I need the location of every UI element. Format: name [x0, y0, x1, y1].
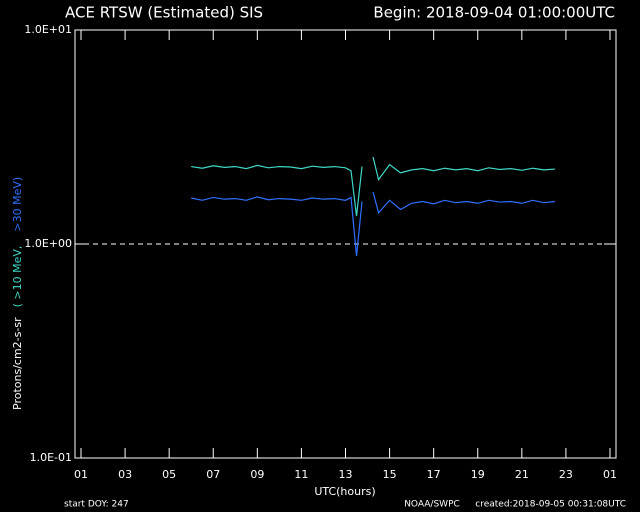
y-axis-label: Protons/cm2-s-sr ( >10 MeV, >30 MeV) [11, 177, 24, 410]
chart-subtitle: Begin: 2018-09-04 01:00:00UTC [373, 4, 615, 22]
footer-right: created:2018-09-05 00:31:08UTC [475, 500, 626, 510]
y-tick-label: 1.0E-01 [30, 451, 72, 464]
y-tick-label: 1.0E+00 [24, 237, 72, 250]
x-tick-label: 21 [515, 468, 529, 481]
legend-entry: ( >10 MeV, [11, 246, 24, 308]
y-label-text: Protons/cm2-s-sr [11, 317, 24, 410]
x-tick-label: 19 [471, 468, 485, 481]
legend-entry: >30 MeV) [11, 177, 24, 232]
x-tick-label: 01 [603, 468, 617, 481]
x-tick-label: 15 [383, 468, 397, 481]
footer-middle: NOAA/SWPC [404, 500, 460, 510]
x-tick-label: 07 [206, 468, 220, 481]
x-tick-label: 05 [162, 468, 176, 481]
x-axis-label: UTC(hours) [314, 485, 375, 498]
footer-left: start DOY: 247 [64, 500, 129, 510]
x-tick-label: 11 [294, 468, 308, 481]
x-tick-label: 23 [559, 468, 573, 481]
x-tick-label: 17 [427, 468, 441, 481]
x-tick-label: 03 [118, 468, 132, 481]
x-tick-label: 01 [74, 468, 88, 481]
x-tick-label: 13 [339, 468, 353, 481]
chart-title: ACE RTSW (Estimated) SIS [65, 4, 263, 22]
data-line [191, 156, 555, 217]
data-line [191, 191, 555, 256]
x-tick-label: 09 [250, 468, 264, 481]
y-tick-label: 1.0E+01 [24, 23, 72, 36]
